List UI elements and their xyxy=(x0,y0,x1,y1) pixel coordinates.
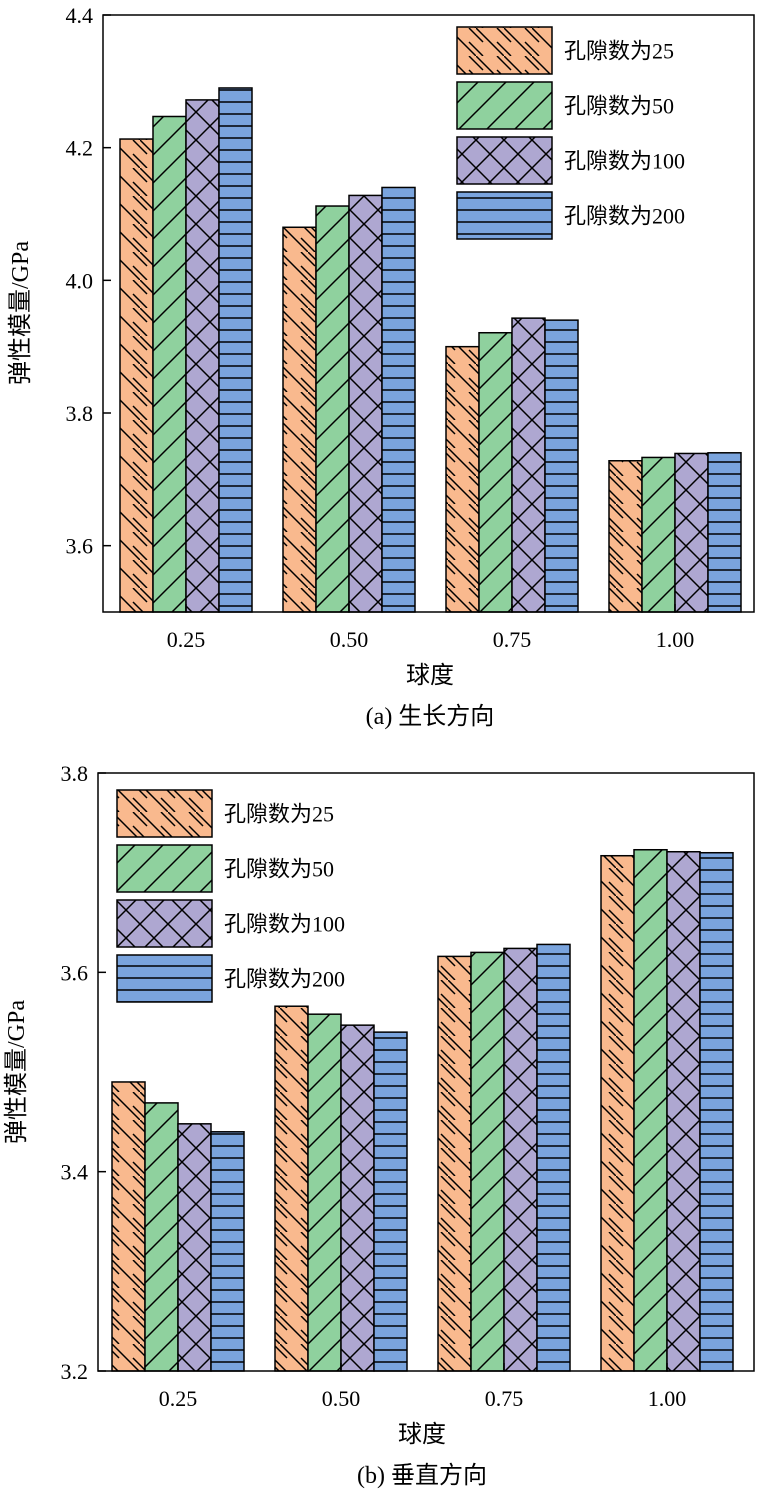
bar-horizontal-0.50 xyxy=(373,1031,408,1372)
x-axis-ticks-a: 0.25 0.50 0.75 1.00 xyxy=(167,604,695,652)
y-tick-label: 3.8 xyxy=(66,401,94,426)
bar-backslash-0.50 xyxy=(282,226,317,613)
x-tick-label: 1.00 xyxy=(648,1386,687,1411)
x-axis-title-a: 球度 xyxy=(406,662,454,689)
bar-slash-0.75 xyxy=(470,951,505,1372)
bars-growth-direction xyxy=(119,87,742,613)
legend-label: 孔隙数为200 xyxy=(224,967,345,992)
legend-label: 孔隙数为50 xyxy=(224,857,334,882)
bar-cross-1.00 xyxy=(666,850,701,1372)
x-tick-label: 0.75 xyxy=(493,627,532,652)
bar-horizontal-0.75 xyxy=(544,319,579,613)
bar-cross-0.25 xyxy=(185,99,220,613)
plot-frame-b xyxy=(97,772,755,1372)
bar-backslash-0.50 xyxy=(274,1005,309,1372)
legend-swatch-cross xyxy=(456,136,553,185)
legend-label: 孔隙数为25 xyxy=(564,39,674,64)
x-tick-label: 0.25 xyxy=(167,627,206,652)
y-axis-ticks-a: 3.6 3.8 4.0 4.2 4.4 xyxy=(66,3,111,559)
bar-backslash-0.75 xyxy=(437,955,472,1372)
y-tick-label: 3.4 xyxy=(61,1160,89,1185)
bar-horizontal-1.00 xyxy=(707,452,742,613)
bar-cross-0.50 xyxy=(348,194,383,613)
bar-slash-0.50 xyxy=(315,205,350,613)
y-tick-label: 3.8 xyxy=(61,761,89,786)
y-axis-title-a: 弹性模量/GPa xyxy=(7,241,34,385)
y-tick-label: 4.0 xyxy=(66,268,94,293)
bar-cross-0.25 xyxy=(177,1123,212,1372)
x-tick-label: 0.75 xyxy=(485,1386,524,1411)
x-axis-title-b: 球度 xyxy=(398,1421,446,1448)
legend-b: 孔隙数为25 孔隙数为50 孔隙数为100 孔隙数为200 xyxy=(116,789,345,1003)
bar-backslash-1.00 xyxy=(600,854,635,1372)
bar-cross-1.00 xyxy=(674,452,709,613)
x-tick-label: 0.50 xyxy=(330,627,369,652)
bar-backslash-0.25 xyxy=(119,138,154,613)
bar-horizontal-0.75 xyxy=(536,943,571,1372)
bar-slash-1.00 xyxy=(641,456,676,613)
x-tick-label: 0.25 xyxy=(159,1386,198,1411)
bar-slash-1.00 xyxy=(633,848,668,1372)
y-tick-label: 3.6 xyxy=(61,960,89,985)
bar-slash-0.25 xyxy=(144,1102,179,1372)
legend-label: 孔隙数为50 xyxy=(564,94,674,119)
plot-frame-a xyxy=(102,14,755,613)
bar-backslash-1.00 xyxy=(608,460,643,613)
bar-slash-0.75 xyxy=(478,331,513,613)
x-tick-label: 0.50 xyxy=(322,1386,361,1411)
caption-a: (a) 生长方向 xyxy=(366,703,495,730)
legend-label: 孔隙数为25 xyxy=(224,802,334,827)
bar-slash-0.50 xyxy=(307,1013,342,1372)
legend-label: 孔隙数为100 xyxy=(224,912,345,937)
bars-vertical-direction xyxy=(111,848,734,1372)
bar-cross-0.75 xyxy=(503,947,538,1372)
y-axis-ticks-b: 3.2 3.4 3.6 3.8 xyxy=(61,761,106,1384)
legend-a: 孔隙数为25 孔隙数为50 孔隙数为100 孔隙数为200 xyxy=(456,26,685,240)
bar-cross-0.50 xyxy=(340,1024,375,1372)
legend-label: 孔隙数为100 xyxy=(564,149,685,174)
legend-swatch-cross xyxy=(116,899,213,948)
bar-horizontal-0.50 xyxy=(381,186,416,613)
legend-swatch-slash xyxy=(456,81,553,130)
legend-swatch-horizontal xyxy=(456,191,553,240)
legend-swatch-horizontal xyxy=(116,954,213,1003)
bar-horizontal-1.00 xyxy=(699,851,734,1372)
y-tick-label: 3.6 xyxy=(66,534,94,559)
legend-swatch-backslash xyxy=(116,789,213,838)
chart-a: 3.6 3.8 4.0 4.2 4.4 0.25 0.50 0.75 1.00 弹性模量/GP… xyxy=(7,3,755,730)
y-tick-label: 4.2 xyxy=(66,136,94,161)
chart-b: 3.2 3.4 3.6 3.8 0.25 0.50 0.75 1.00 弹性模量/GPa 球… xyxy=(3,761,755,1489)
caption-b: (b) 垂直方向 xyxy=(357,1462,487,1489)
x-axis-ticks-b: 0.25 0.50 0.75 1.00 xyxy=(159,1363,687,1411)
bar-horizontal-0.25 xyxy=(218,87,253,613)
y-tick-label: 3.2 xyxy=(61,1359,89,1384)
legend-swatch-slash xyxy=(116,844,213,893)
y-axis-title-b: 弹性模量/GPa xyxy=(3,1000,30,1144)
legend-swatch-backslash xyxy=(456,26,553,75)
bar-horizontal-0.25 xyxy=(210,1131,245,1372)
bar-backslash-0.25 xyxy=(111,1081,146,1372)
x-tick-label: 1.00 xyxy=(656,627,695,652)
y-tick-label: 4.4 xyxy=(66,3,94,28)
bar-backslash-0.75 xyxy=(445,345,480,613)
legend-label: 孔隙数为200 xyxy=(564,204,685,229)
bar-cross-0.75 xyxy=(511,317,546,613)
bar-slash-0.25 xyxy=(152,115,187,613)
